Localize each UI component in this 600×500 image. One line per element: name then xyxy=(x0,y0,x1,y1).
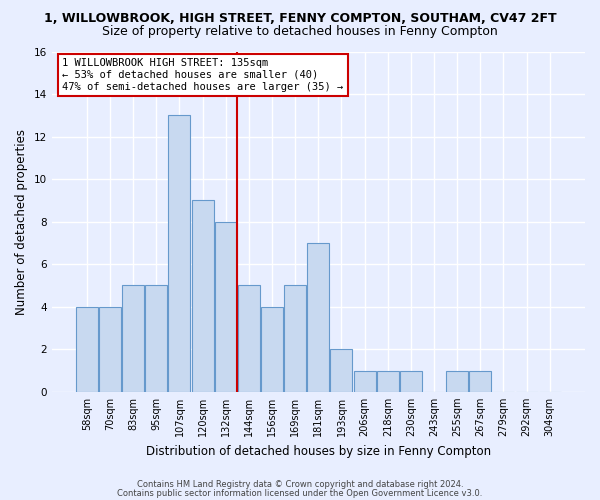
Bar xyxy=(191,200,214,392)
Bar xyxy=(169,116,190,392)
Bar xyxy=(215,222,237,392)
Bar xyxy=(353,370,376,392)
X-axis label: Distribution of detached houses by size in Fenny Compton: Distribution of detached houses by size … xyxy=(146,444,491,458)
Bar xyxy=(76,306,98,392)
Text: Contains public sector information licensed under the Open Government Licence v3: Contains public sector information licen… xyxy=(118,488,482,498)
Bar xyxy=(261,306,283,392)
Bar xyxy=(238,286,260,392)
Bar xyxy=(99,306,121,392)
Y-axis label: Number of detached properties: Number of detached properties xyxy=(15,128,28,314)
Text: 1 WILLOWBROOK HIGH STREET: 135sqm
← 53% of detached houses are smaller (40)
47% : 1 WILLOWBROOK HIGH STREET: 135sqm ← 53% … xyxy=(62,58,344,92)
Text: 1, WILLOWBROOK, HIGH STREET, FENNY COMPTON, SOUTHAM, CV47 2FT: 1, WILLOWBROOK, HIGH STREET, FENNY COMPT… xyxy=(44,12,556,26)
Bar xyxy=(307,243,329,392)
Bar xyxy=(400,370,422,392)
Bar xyxy=(446,370,468,392)
Bar xyxy=(284,286,306,392)
Text: Size of property relative to detached houses in Fenny Compton: Size of property relative to detached ho… xyxy=(102,25,498,38)
Bar xyxy=(145,286,167,392)
Bar xyxy=(331,350,352,392)
Bar xyxy=(122,286,144,392)
Bar xyxy=(469,370,491,392)
Text: Contains HM Land Registry data © Crown copyright and database right 2024.: Contains HM Land Registry data © Crown c… xyxy=(137,480,463,489)
Bar xyxy=(377,370,399,392)
